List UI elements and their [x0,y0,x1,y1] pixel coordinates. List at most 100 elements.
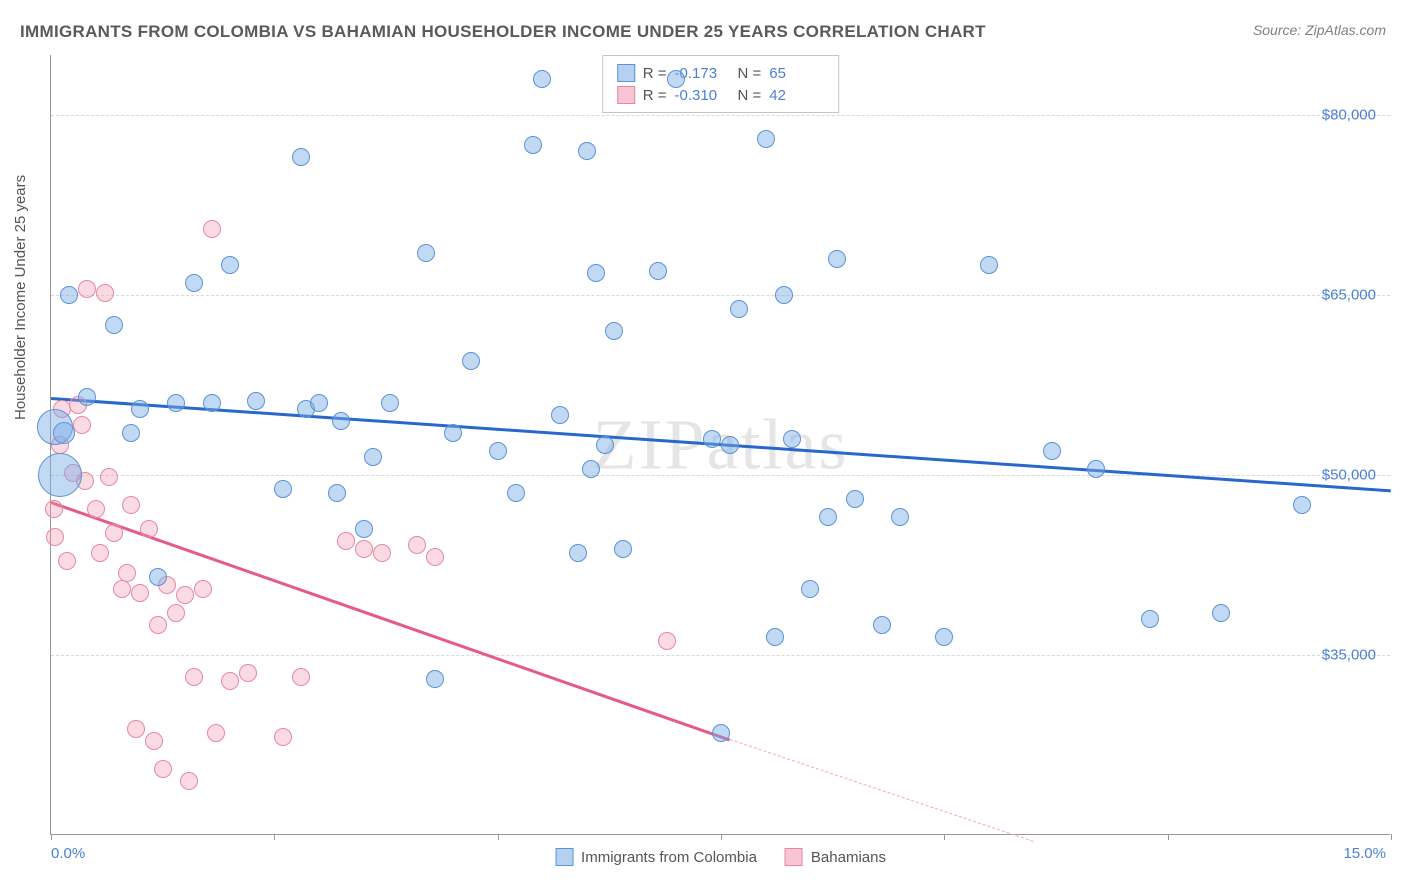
scatter-point-blue [703,430,721,448]
scatter-point-blue [60,286,78,304]
scatter-point-blue [721,436,739,454]
scatter-point-blue [667,70,685,88]
scatter-point-pink [145,732,163,750]
r-value: -0.310 [675,87,730,104]
n-label: N = [738,65,762,82]
scatter-point-blue [757,130,775,148]
scatter-point-blue [105,316,123,334]
scatter-point-blue [582,460,600,478]
scatter-point-pink [118,564,136,582]
scatter-point-pink [127,720,145,738]
scatter-point-blue [569,544,587,562]
scatter-point-pink [122,496,140,514]
legend-item-colombia: Immigrants from Colombia [555,848,757,866]
scatter-point-pink [131,584,149,602]
scatter-point-pink [408,536,426,554]
source-label: Source: ZipAtlas.com [1253,22,1386,38]
xtick-left-label: 0.0% [51,845,85,862]
xtick-mark [274,834,275,840]
ytick-label: $80,000 [1322,107,1376,124]
scatter-point-blue [274,480,292,498]
scatter-point-blue [489,442,507,460]
scatter-point-blue [328,484,346,502]
r-label: R = [643,65,667,82]
scatter-point-blue [587,264,605,282]
scatter-point-blue [310,394,328,412]
scatter-point-pink [180,772,198,790]
scatter-point-pink [274,728,292,746]
scatter-point-pink [194,580,212,598]
gridline [51,655,1390,656]
n-label: N = [738,87,762,104]
scatter-point-pink [140,520,158,538]
scatter-point-blue [1141,610,1159,628]
scatter-point-pink [292,668,310,686]
scatter-point-blue [78,388,96,406]
swatch-blue-icon [617,64,635,82]
scatter-point-blue [131,400,149,418]
scatter-point-blue [292,148,310,166]
scatter-point-blue [578,142,596,160]
scatter-point-blue [185,274,203,292]
scatter-point-blue [53,422,75,444]
scatter-point-pink [185,668,203,686]
gridline [51,115,1390,116]
scatter-point-blue [766,628,784,646]
scatter-point-pink [73,416,91,434]
xtick-mark [1391,834,1392,840]
scatter-point-blue [980,256,998,274]
scatter-point-pink [78,280,96,298]
scatter-point-blue [819,508,837,526]
scatter-point-pink [91,544,109,562]
scatter-point-pink [96,284,114,302]
scatter-point-blue [355,520,373,538]
legend-row-blue: R = -0.173 N = 65 [617,62,825,84]
scatter-point-blue [891,508,909,526]
scatter-point-blue [122,424,140,442]
scatter-point-pink [355,540,373,558]
scatter-point-blue [533,70,551,88]
scatter-point-pink [154,760,172,778]
scatter-point-blue [1293,496,1311,514]
regression-line-pink-dash [730,739,1034,842]
scatter-point-blue [730,300,748,318]
xtick-mark [1168,834,1169,840]
n-value: 65 [769,65,824,82]
scatter-point-blue [1212,604,1230,622]
ytick-label: $35,000 [1322,647,1376,664]
scatter-point-blue [38,453,82,497]
scatter-point-pink [221,672,239,690]
scatter-point-blue [712,724,730,742]
scatter-point-blue [417,244,435,262]
scatter-point-pink [58,552,76,570]
scatter-point-pink [100,468,118,486]
scatter-point-blue [775,286,793,304]
scatter-point-pink [167,604,185,622]
xtick-right-label: 15.0% [1343,845,1386,862]
scatter-point-pink [203,220,221,238]
scatter-point-pink [105,524,123,542]
n-value: 42 [769,87,824,104]
swatch-pink-icon [617,86,635,104]
scatter-point-pink [207,724,225,742]
series-legend: Immigrants from Colombia Bahamians [555,848,886,866]
xtick-mark [944,834,945,840]
scatter-point-pink [373,544,391,562]
ytick-label: $50,000 [1322,467,1376,484]
legend-label: Immigrants from Colombia [581,849,757,866]
r-label: R = [643,87,667,104]
scatter-point-blue [149,568,167,586]
scatter-point-blue [381,394,399,412]
scatter-point-blue [649,262,667,280]
scatter-point-blue [524,136,542,154]
chart-title: IMMIGRANTS FROM COLOMBIA VS BAHAMIAN HOU… [20,22,986,42]
scatter-point-pink [239,664,257,682]
scatter-point-pink [337,532,355,550]
scatter-point-blue [247,392,265,410]
scatter-point-blue [614,540,632,558]
swatch-pink-icon [785,848,803,866]
legend-row-pink: R = -0.310 N = 42 [617,84,825,106]
correlation-legend: R = -0.173 N = 65 R = -0.310 N = 42 [602,55,840,113]
scatter-point-blue [1043,442,1061,460]
scatter-point-blue [551,406,569,424]
